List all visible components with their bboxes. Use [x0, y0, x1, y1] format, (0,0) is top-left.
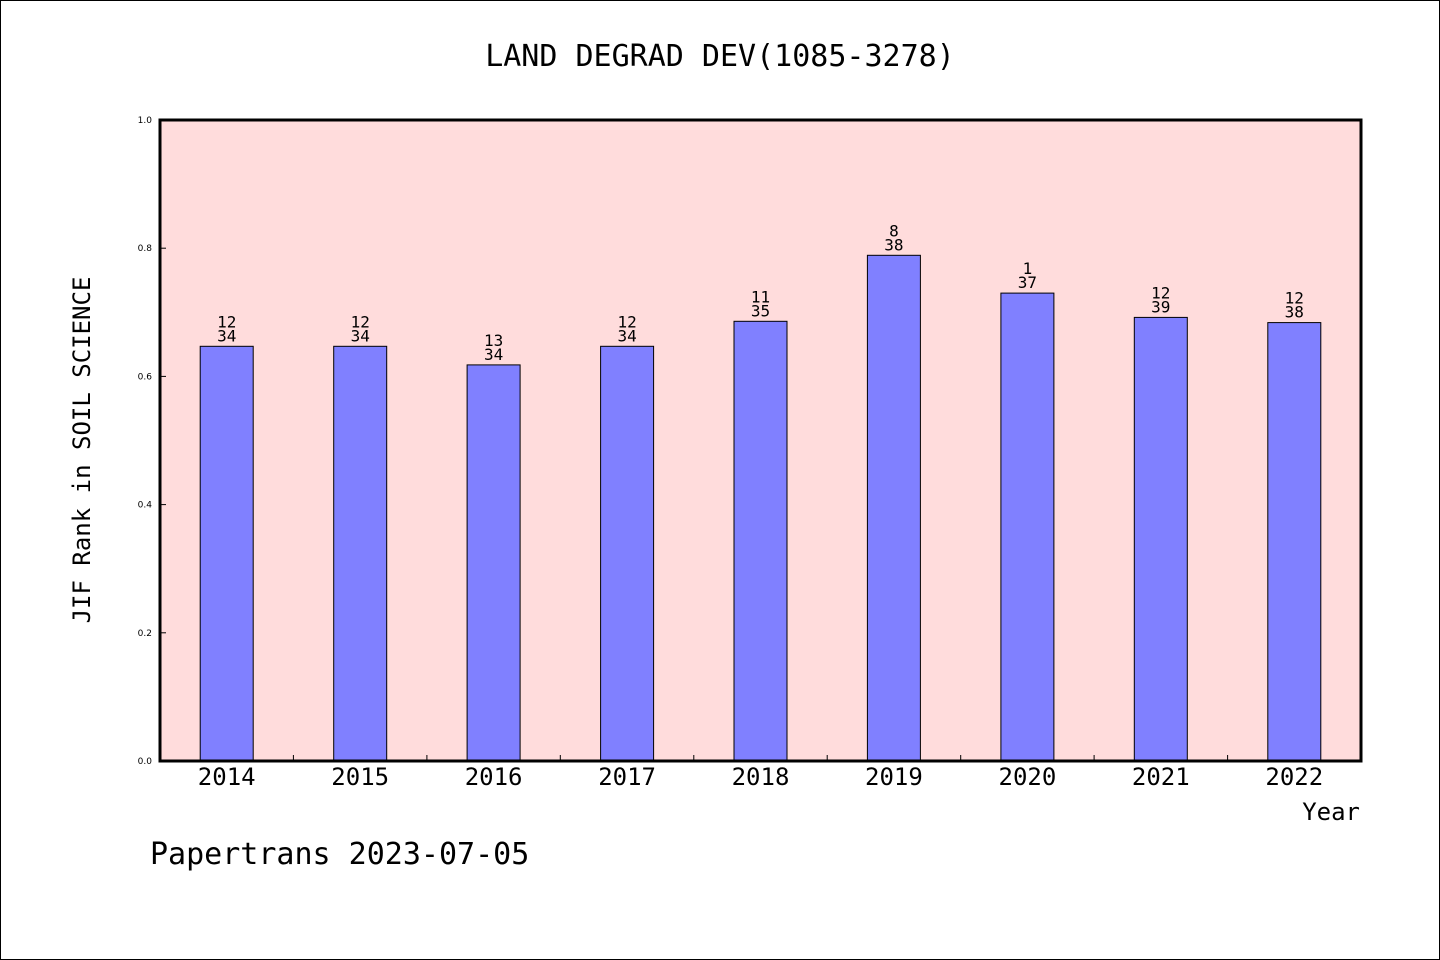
- y-tick-label: 0.6: [138, 372, 153, 382]
- bar-total-label: 34: [484, 345, 503, 364]
- bar-2022: [1267, 322, 1322, 762]
- y-tick-label: 0.8: [138, 244, 153, 254]
- x-tick-label: 2015: [331, 763, 389, 791]
- y-tick-label: 0.4: [138, 501, 153, 511]
- x-tick-label: 2021: [1132, 763, 1190, 791]
- bar-rank-label: 12: [1151, 283, 1170, 302]
- x-tick-label: 2017: [598, 763, 656, 791]
- bar-total-label: 35: [751, 301, 770, 320]
- y-tick-label: 0.0: [138, 757, 153, 767]
- chart-title: LAND DEGRAD DEV(1085-3278): [485, 39, 955, 74]
- bar-rank-label: 12: [617, 312, 636, 331]
- plot-frame: [158, 118, 1363, 763]
- bar-2018: [733, 320, 788, 762]
- bar-2014: [199, 345, 254, 762]
- bar-total-label: 39: [1151, 297, 1170, 316]
- y-tick-label: 0.2: [138, 629, 152, 639]
- x-tick-label: 2020: [999, 763, 1057, 791]
- x-tick-label: 2019: [865, 763, 923, 791]
- bars-group: [199, 254, 1322, 762]
- bar-rank-label: 12: [1285, 289, 1304, 308]
- bar-rank-label: 12: [217, 312, 236, 331]
- bar-rank-label: 11: [751, 287, 770, 306]
- x-tick-label: 2014: [198, 763, 256, 791]
- bar-2015: [333, 345, 388, 762]
- x-tick-label: 2022: [1265, 763, 1323, 791]
- x-axis-label: Year: [1302, 798, 1360, 826]
- bar-rank-label: 1: [1023, 259, 1033, 278]
- bar-2017: [600, 345, 655, 762]
- x-axis: 2014 2015 2016 2017 2018 2019 2020 2021 2022: [198, 755, 1323, 791]
- bar-2021: [1133, 316, 1188, 762]
- y-axis-label: JIF Rank in SOIL SCIENCE: [68, 277, 96, 624]
- bar-rank-label: 12: [351, 312, 370, 331]
- bar-2016: [466, 364, 521, 762]
- bar-2020: [1000, 292, 1055, 762]
- bar-rank-label: 13: [484, 331, 503, 350]
- bar-2019: [866, 254, 921, 762]
- bar-total-label: 38: [1285, 303, 1304, 322]
- y-tick-label: 1.0: [138, 116, 153, 126]
- footer-text: Papertrans 2023-07-05: [150, 837, 529, 872]
- bar-total-label: 34: [217, 326, 236, 345]
- bar-total-label: 34: [617, 326, 636, 345]
- x-tick-label: 2018: [732, 763, 790, 791]
- y-axis: 0.0 0.2 0.4 0.6 0.8 1.0: [138, 116, 166, 767]
- bar-total-label: 34: [351, 326, 370, 345]
- bar-total-label: 37: [1018, 273, 1037, 292]
- bar-total-label: 38: [884, 235, 903, 254]
- x-tick-label: 2016: [465, 763, 523, 791]
- bar-rank-label: 8: [889, 221, 899, 240]
